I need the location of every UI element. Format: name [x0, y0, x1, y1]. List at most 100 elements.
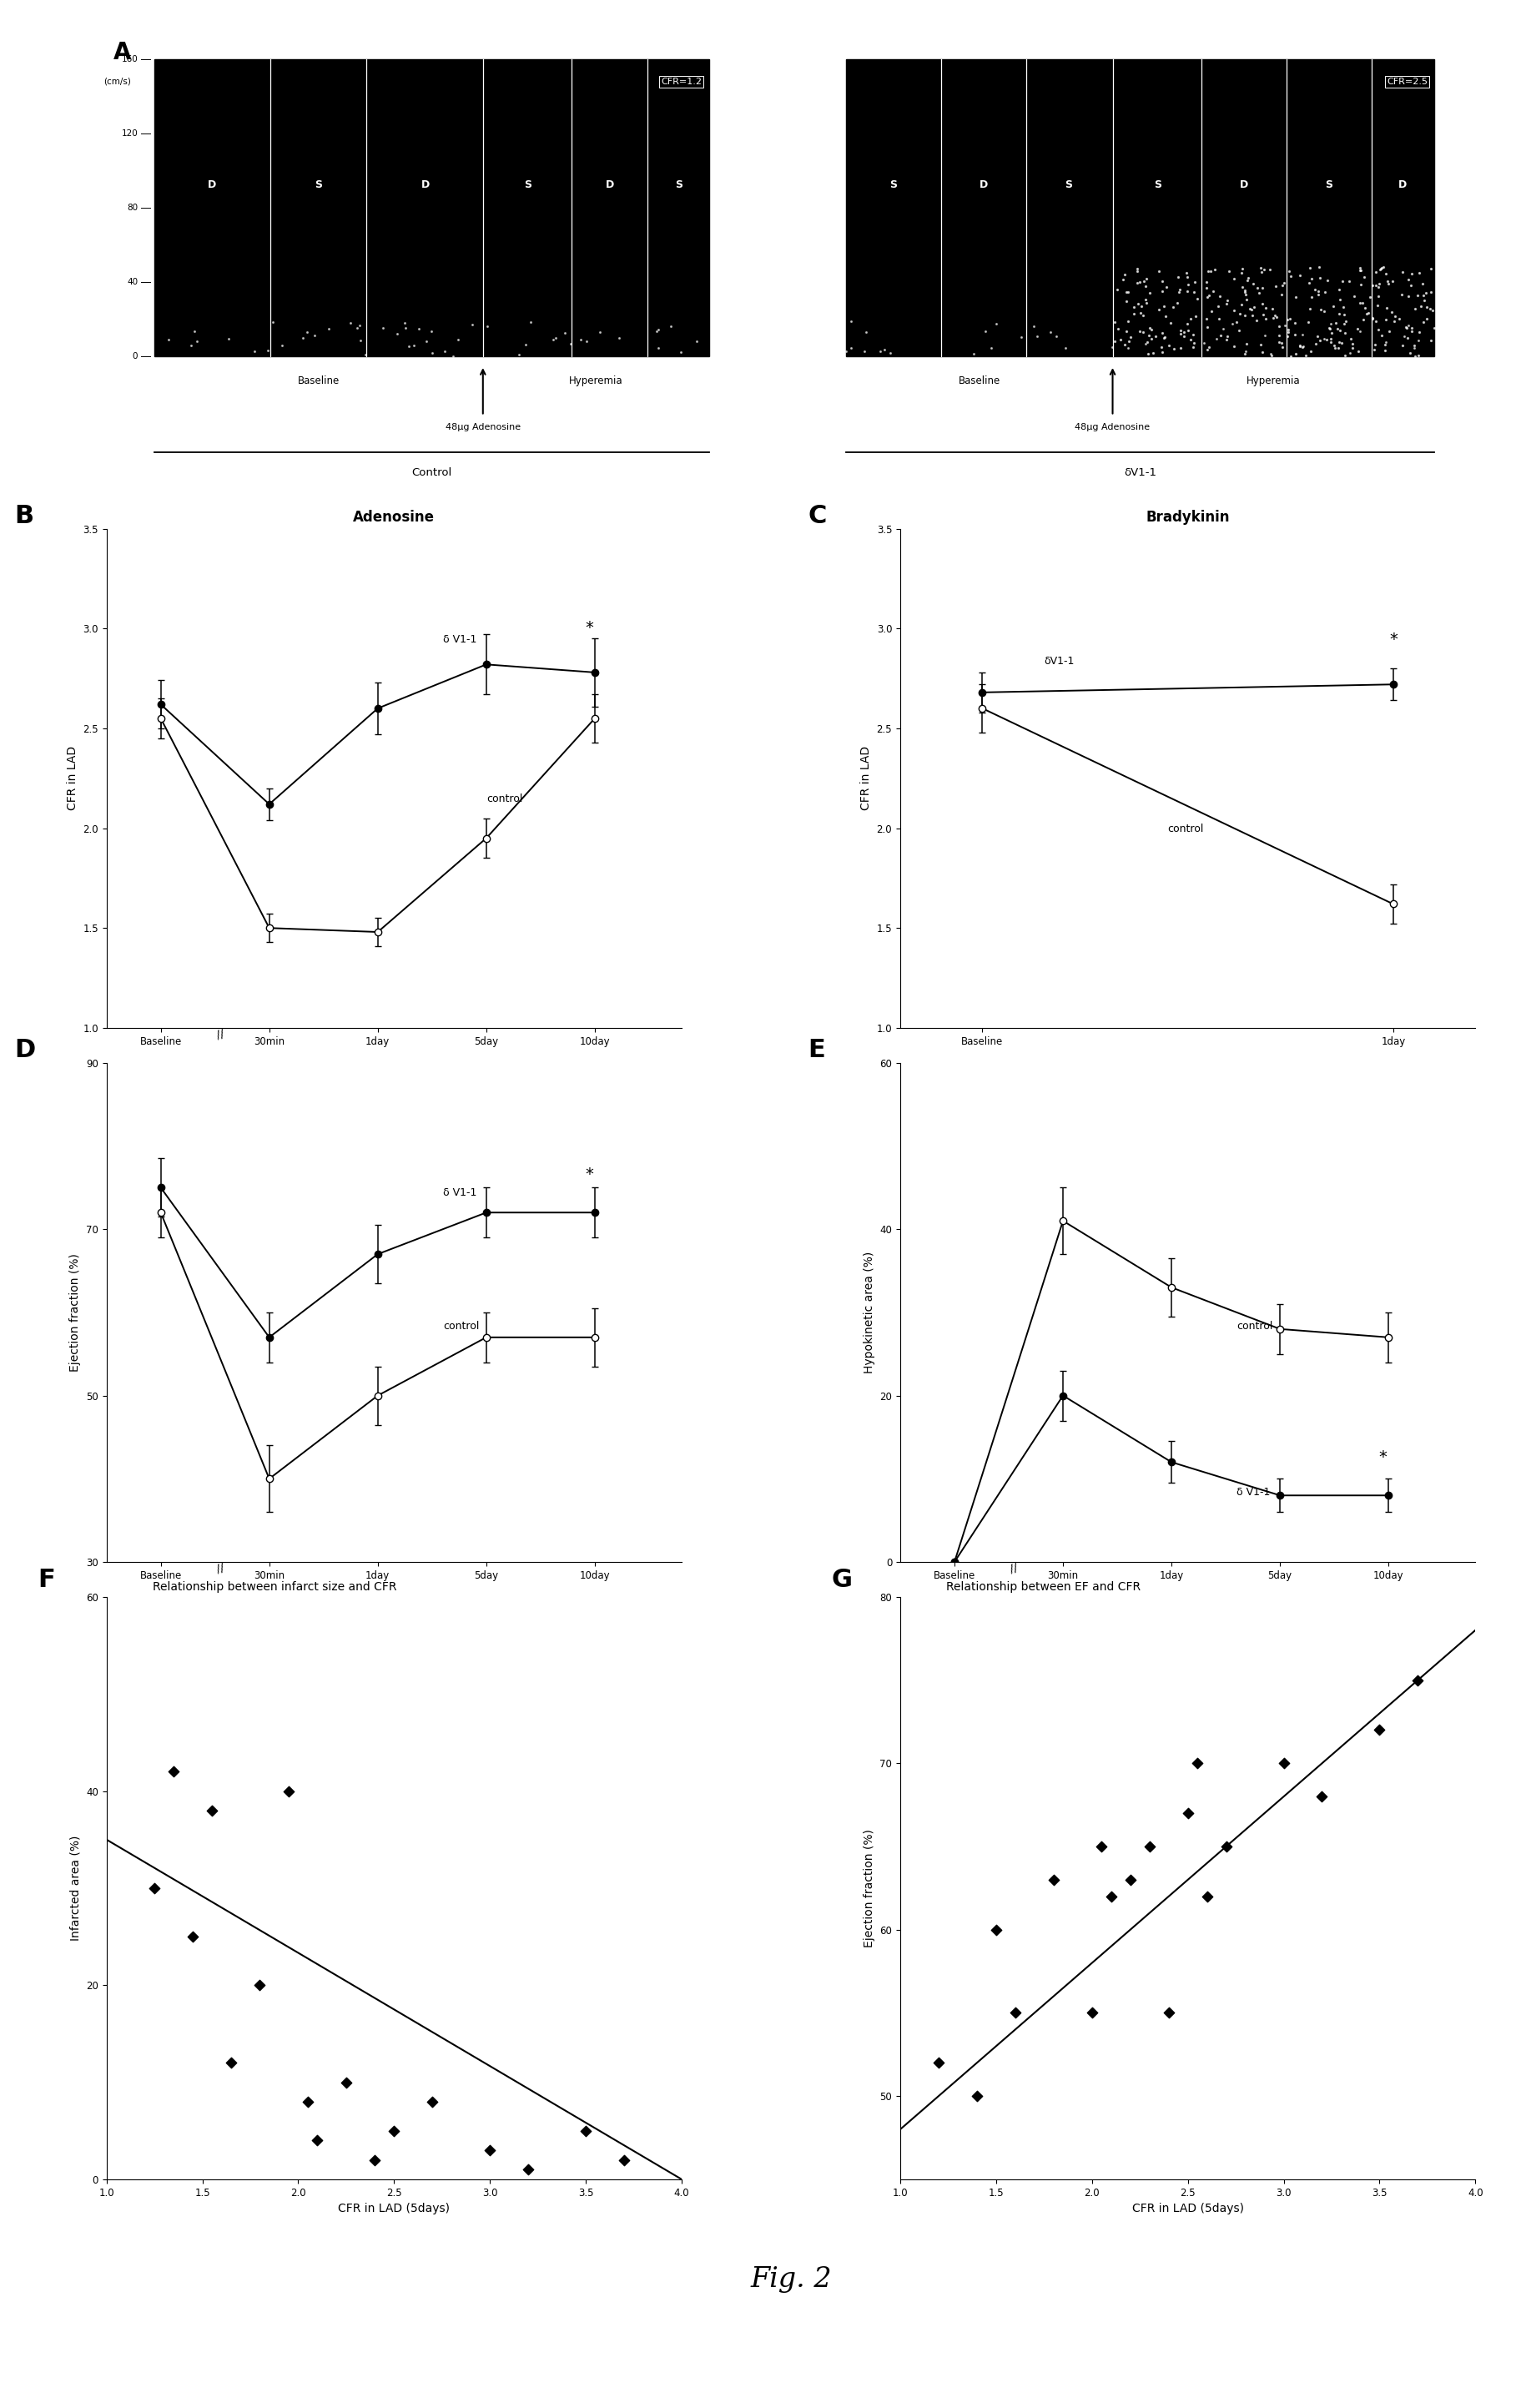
Point: [1126, 250, 1150, 289]
Text: Fig. 2: Fig. 2: [750, 2266, 832, 2292]
Point: [1294, 335, 1319, 373]
Point: [1224, 303, 1249, 342]
Point: [1234, 332, 1258, 371]
Point: [1132, 262, 1156, 301]
Point: [1328, 311, 1352, 349]
Point: [1273, 306, 1297, 344]
Text: 30' Ischemia: 30' Ischemia: [154, 1218, 214, 1228]
Point: [1313, 320, 1337, 359]
Point: [1138, 308, 1162, 347]
Point: [1205, 320, 1229, 359]
Point: [1282, 303, 1307, 342]
Point: [1153, 296, 1177, 335]
Text: 120: 120: [122, 130, 138, 137]
Point: [1348, 248, 1372, 287]
Title: Adenosine: Adenosine: [353, 510, 435, 525]
Point: [1340, 325, 1364, 364]
Point: [1215, 320, 1240, 359]
Point: [1278, 253, 1302, 291]
Point: [1302, 270, 1326, 308]
Point: [1261, 299, 1285, 337]
Text: 48μg Adenosine: 48μg Adenosine: [1075, 424, 1150, 431]
Text: B: B: [14, 503, 33, 527]
Point: [1319, 303, 1343, 342]
Point: [1338, 335, 1363, 373]
Point: [1171, 318, 1196, 356]
Text: 30' Ischemia: 30' Ischemia: [154, 1751, 214, 1763]
Point: [1310, 289, 1334, 327]
Text: control: control: [1237, 1320, 1273, 1332]
Point: [1366, 267, 1390, 306]
Point: [1407, 313, 1431, 352]
Point: [1313, 272, 1337, 311]
Point: [659, 306, 683, 344]
Point: [1241, 265, 1265, 303]
Point: [1167, 258, 1191, 296]
Point: [1392, 318, 1416, 356]
Text: D: D: [207, 181, 216, 190]
Point: [1241, 289, 1265, 327]
Point: [1080, 1994, 1104, 2032]
Point: [1390, 275, 1415, 313]
Point: [1118, 1861, 1142, 1900]
Text: *: *: [586, 619, 593, 636]
Point: [1328, 279, 1352, 318]
Point: [1136, 315, 1161, 354]
Text: D: D: [14, 1038, 35, 1062]
Point: [1314, 320, 1338, 359]
Text: 40: 40: [128, 277, 138, 287]
Point: [1369, 248, 1393, 287]
Point: [408, 311, 432, 349]
Point: [1174, 253, 1199, 291]
Point: [611, 2141, 636, 2179]
Point: [1162, 330, 1186, 368]
Point: [1221, 291, 1246, 330]
Point: [1310, 1777, 1334, 1816]
Point: [1320, 287, 1345, 325]
Point: [1418, 289, 1442, 327]
Point: [1176, 272, 1200, 311]
Point: [984, 303, 1008, 342]
Point: [1215, 284, 1240, 323]
Point: [1308, 323, 1332, 361]
Point: [1133, 267, 1157, 306]
Text: Baseline: Baseline: [958, 376, 1001, 385]
Point: [1106, 311, 1130, 349]
Point: [1313, 291, 1337, 330]
Point: [1250, 294, 1275, 332]
Point: [1272, 265, 1296, 303]
Point: [1284, 335, 1308, 373]
Point: [1402, 327, 1427, 366]
Point: [1373, 325, 1398, 364]
Point: [1363, 253, 1387, 291]
Point: [1278, 299, 1302, 337]
Text: //: //: [214, 1563, 225, 1575]
Text: *: *: [1380, 1450, 1387, 1466]
Y-axis label: CFR in LAD: CFR in LAD: [67, 746, 78, 811]
Text: *: *: [586, 1168, 593, 1182]
Text: CFR=2.5: CFR=2.5: [1387, 77, 1427, 87]
Point: [371, 308, 395, 347]
Point: [1126, 284, 1150, 323]
Point: [1411, 277, 1436, 315]
Point: [1259, 289, 1284, 327]
Point: [1115, 303, 1139, 342]
Text: (cm/s): (cm/s): [103, 77, 131, 87]
Point: [1133, 279, 1157, 318]
Y-axis label: Ejection fraction (%): Ejection fraction (%): [70, 1252, 81, 1373]
Point: [1396, 260, 1421, 299]
Point: [1252, 250, 1276, 289]
Point: [1182, 272, 1206, 311]
Point: [1396, 306, 1421, 344]
Point: [1337, 262, 1361, 301]
Point: [855, 313, 879, 352]
Text: D: D: [1398, 181, 1407, 190]
Point: [1349, 250, 1373, 289]
Point: [1215, 282, 1240, 320]
Point: [1346, 332, 1370, 371]
Point: [1360, 299, 1384, 337]
Point: [1331, 289, 1355, 327]
Text: E: E: [808, 1038, 826, 1062]
Point: [1405, 320, 1430, 359]
Point: [1358, 277, 1383, 315]
